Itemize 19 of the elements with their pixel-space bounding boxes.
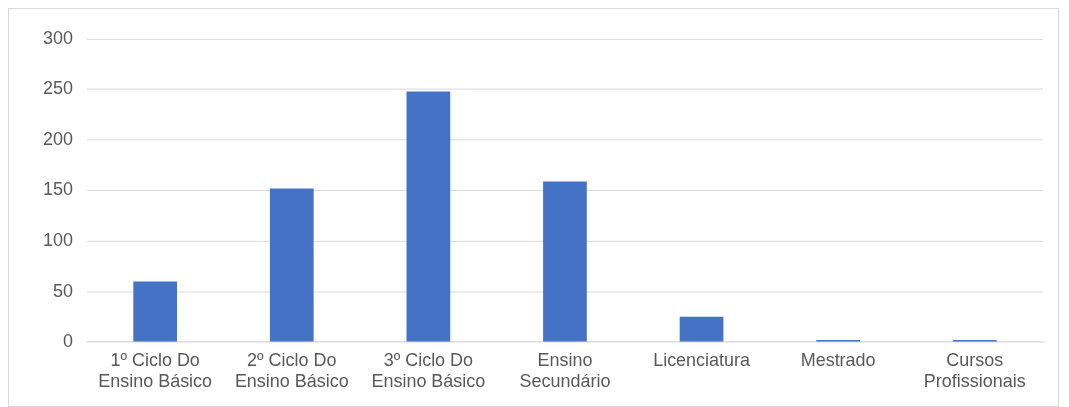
y-tick-label: 150 <box>42 179 73 200</box>
x-tick-label: 2º Ciclo Do Ensino Básico <box>234 349 349 392</box>
bar <box>133 281 178 342</box>
bar <box>543 181 587 342</box>
x-tick-label: Cursos Profissionais <box>923 349 1026 392</box>
y-tick-label: 0 <box>62 331 73 352</box>
x-tick-label: Ensino Secundário <box>519 349 611 392</box>
y-tick-label: 200 <box>42 128 73 149</box>
bar <box>406 91 451 342</box>
x-tick-label: Mestrado <box>800 349 876 370</box>
x-tick-label: 3º Ciclo Do Ensino Básico <box>371 349 486 392</box>
y-tick-label: 50 <box>52 280 73 301</box>
y-tick-label: 250 <box>42 78 73 99</box>
y-tick-label: 300 <box>42 27 73 48</box>
bar <box>679 316 724 342</box>
x-tick-label: 1º Ciclo Do Ensino Básico <box>98 349 213 392</box>
x-tick-label: Licenciatura <box>653 349 750 370</box>
bar <box>269 188 314 342</box>
y-tick-label: 100 <box>42 230 73 250</box>
